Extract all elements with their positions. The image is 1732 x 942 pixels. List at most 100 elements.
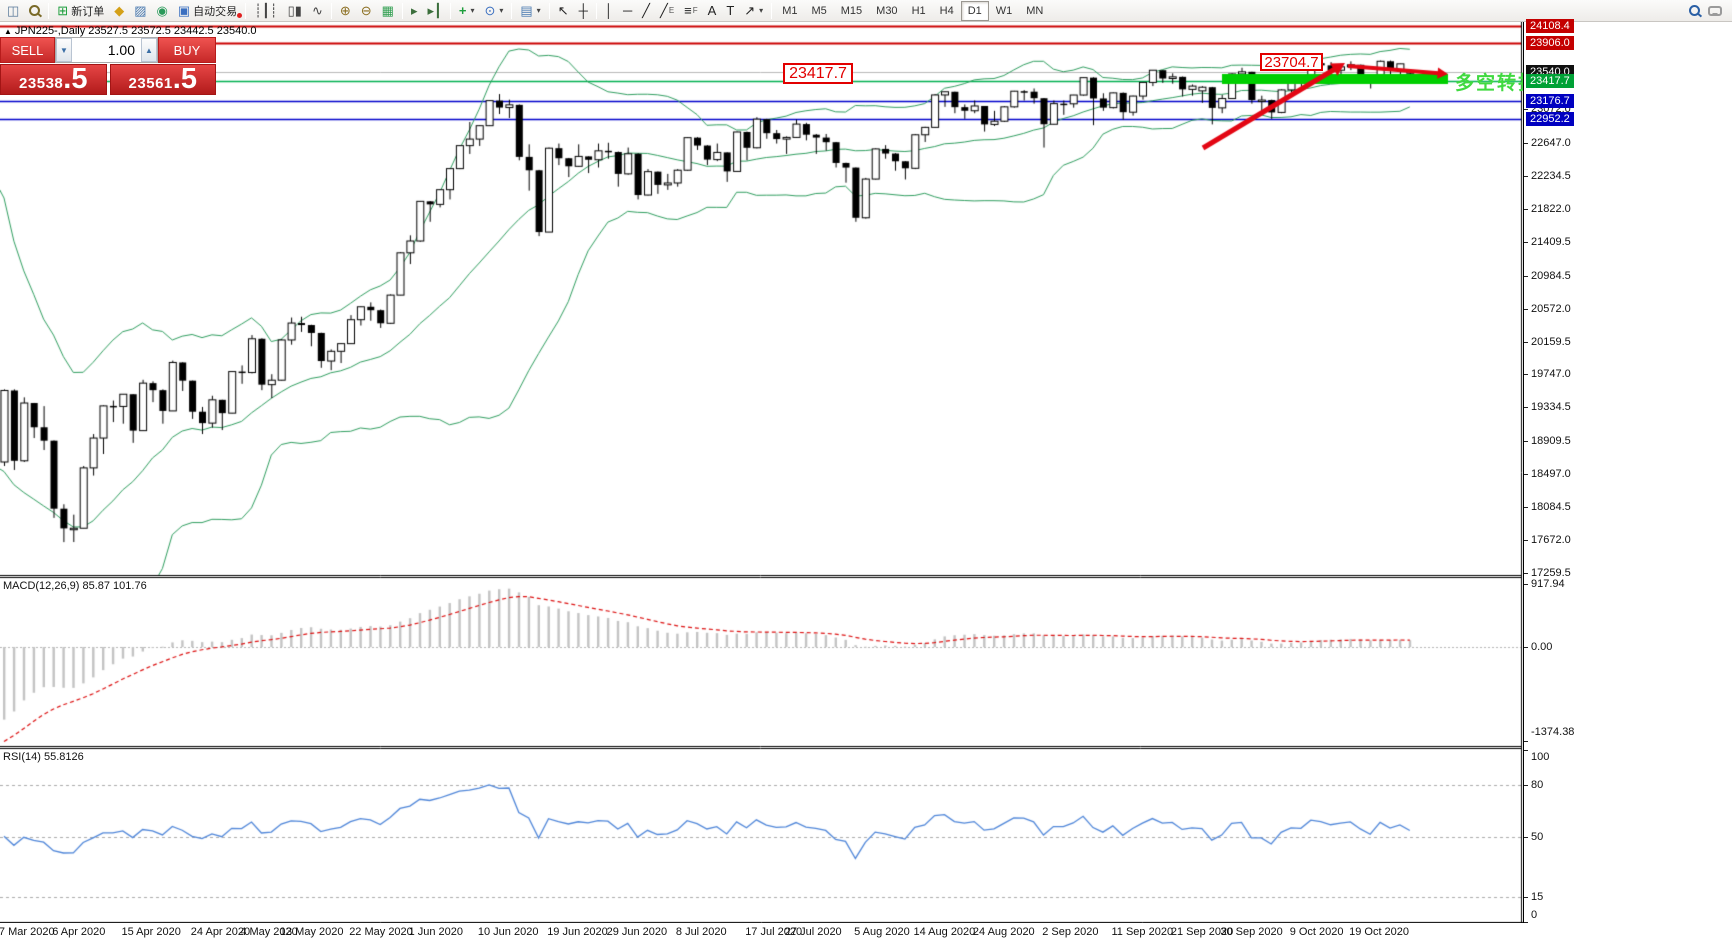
volume-decrease-button[interactable]: ▼ <box>56 38 72 62</box>
signals-icon[interactable]: ◉ <box>156 2 168 18</box>
timeframe-m5[interactable]: M5 <box>811 4 827 17</box>
date-label: 10 Jun 2020 <box>477 926 539 938</box>
line-chart-icon[interactable]: ∿ <box>311 2 323 18</box>
crosshair-icon[interactable]: ┼ <box>578 2 588 18</box>
zoom-out-icon[interactable]: ⊖ <box>360 2 372 18</box>
chart-canvas[interactable] <box>0 22 1523 923</box>
periods-icon[interactable]: ⊙ ▾ <box>484 2 504 18</box>
search-icon[interactable] <box>1689 5 1700 16</box>
horizontal-line-icon[interactable]: ─ <box>622 2 633 18</box>
fibonacci-icon[interactable]: ≡ F <box>684 2 698 18</box>
tick-mark <box>1524 308 1528 310</box>
tick-mark <box>1524 784 1528 786</box>
chat-icon[interactable] <box>1708 5 1722 16</box>
price-callout-23417: 23417.7 <box>783 63 853 84</box>
date-label: 15 Apr 2020 <box>121 926 181 938</box>
toolbar-separator <box>449 2 451 19</box>
chart-shift-icon[interactable]: ▸┃ <box>427 2 442 18</box>
toolbar-separator <box>401 2 403 19</box>
toolbar: ◫ ⊞ 新订单 ◆ ▨ ◉ ▣ 自动交易 ┊┃┊ ▯▮ ∿ ⊕ ⊖ ▦ ▸ ▸┃ + ▾ ⊙ ▾ ▤ ▾ ↖ ┼ │ ─ ╱ ╱ E ≡ F… <box>0 0 1732 22</box>
date-label: 6 Apr 2020 <box>52 926 106 938</box>
tick-mark <box>1524 647 1528 648</box>
date-label: 29 Jun 2020 <box>606 926 668 938</box>
timeframe-w1[interactable]: W1 <box>995 4 1013 17</box>
toolbar-separator <box>548 2 550 19</box>
axis-tick-label: 18909.5 <box>1531 435 1571 448</box>
axis-tick-label: 22234.5 <box>1531 169 1571 182</box>
tick-mark <box>1524 441 1528 443</box>
cursor-icon[interactable]: ↖ <box>557 2 569 18</box>
zoom-in-icon[interactable]: ⊕ <box>339 2 351 18</box>
add-indicator-icon[interactable]: + ▾ <box>458 2 475 18</box>
new-chart-icon[interactable]: ◫ <box>7 2 20 18</box>
vertical-line-icon[interactable]: │ <box>604 2 613 18</box>
tile-windows-icon[interactable]: ▦ <box>381 2 394 18</box>
rsi-label: RSI(14) 55.8126 <box>3 751 84 763</box>
tick-mark <box>1524 572 1528 574</box>
axis-tick-label: 19747.0 <box>1531 368 1571 381</box>
one-click-trading-panel: SELL ▼ ▲ BUY 23538 .5 23561 .5 <box>0 37 216 95</box>
axis-tick-label: 19334.5 <box>1531 401 1571 414</box>
tick-mark <box>1524 922 1528 923</box>
axis-tick-label: 20159.5 <box>1531 335 1571 348</box>
trendline-icon[interactable]: ╱ <box>642 2 650 18</box>
candlestick-icon[interactable]: ▯▮ <box>287 2 302 18</box>
timeframe-m30[interactable]: M30 <box>876 4 898 17</box>
buy-price[interactable]: 23561 .5 <box>109 64 216 95</box>
tick-mark <box>1524 341 1528 343</box>
date-label: 14 Aug 2020 <box>913 926 976 938</box>
rsi-axis-label: 50 <box>1531 830 1544 843</box>
date-label: 13 May 2020 <box>279 926 344 938</box>
chart-preview-icon[interactable] <box>24 1 45 21</box>
price-callout-23704: 23704.7 <box>1260 53 1323 71</box>
date-label: 22 May 2020 <box>349 926 413 938</box>
tick-mark <box>1524 474 1528 476</box>
sell-button[interactable]: SELL <box>0 37 55 63</box>
price-badge: 23906.0 <box>1526 35 1574 50</box>
volume-input[interactable] <box>72 38 141 62</box>
profiles-icon[interactable]: ▨ <box>134 2 147 18</box>
date-label: 19 Jun 2020 <box>547 926 608 938</box>
new-order-button[interactable]: ⊞ 新订单 <box>57 2 105 18</box>
timeframe-d1[interactable]: D1 <box>960 0 989 21</box>
tick-mark <box>1524 584 1528 586</box>
tick-mark <box>1524 836 1528 838</box>
date-label: 27 Jul 2020 <box>784 926 842 938</box>
timeframe-h1[interactable]: H1 <box>911 4 926 17</box>
text-icon[interactable]: A <box>707 2 717 18</box>
tick-mark <box>1524 374 1528 376</box>
indicator-list-icon[interactable]: ▤ ▾ <box>520 2 541 18</box>
buy-button[interactable]: BUY <box>158 37 216 63</box>
axis-tick-label: 22647.0 <box>1531 137 1571 149</box>
timeframe-mn[interactable]: MN <box>1026 4 1044 17</box>
text-label-icon[interactable]: T <box>726 2 735 18</box>
equidistant-channel-icon[interactable]: ╱ E <box>659 2 675 18</box>
tick-mark <box>1524 750 1528 751</box>
arrows-icon[interactable]: ↗ ▾ <box>744 2 764 18</box>
price-axis[interactable]: 23072.0 22647.0 22234.5 21822.0 21409.5 20984… <box>1523 19 1732 923</box>
timeframe-m1[interactable]: M1 <box>782 4 798 17</box>
date-label: 24 Apr 2020 <box>190 926 251 938</box>
timeframe-m15[interactable]: M15 <box>840 4 863 17</box>
date-label: 9 Oct 2020 <box>1289 926 1344 938</box>
styles-icon[interactable]: ◆ <box>114 2 125 18</box>
autotrading-button[interactable]: ▣ 自动交易 <box>173 1 243 21</box>
bar-chart-icon[interactable]: ┊┃┊ <box>254 2 278 18</box>
axis-tick-label: 21822.0 <box>1531 202 1571 215</box>
macd-axis-label: -1374.38 <box>1531 726 1575 738</box>
volume-increase-button[interactable]: ▲ <box>141 38 157 62</box>
date-label: 27 Mar 2020 <box>0 926 55 938</box>
axis-tick-label: 20572.0 <box>1531 302 1571 315</box>
date-label: 1 Jun 2020 <box>408 926 464 938</box>
timeframe-h4[interactable]: H4 <box>939 4 954 17</box>
tick-mark <box>1524 275 1528 277</box>
date-label: 4 May 2020 <box>240 926 298 938</box>
date-label: 5 Aug 2020 <box>854 926 910 938</box>
auto-scroll-icon[interactable]: ▸ <box>410 2 418 18</box>
price-badge: 22952.2 <box>1526 111 1574 126</box>
axis-tick-label: 20984.5 <box>1531 269 1571 282</box>
sell-price[interactable]: 23538 .5 <box>0 64 107 95</box>
date-label: 11 Sep 2020 <box>1111 926 1174 938</box>
date-label: 30 Sep 2020 <box>1220 926 1283 938</box>
